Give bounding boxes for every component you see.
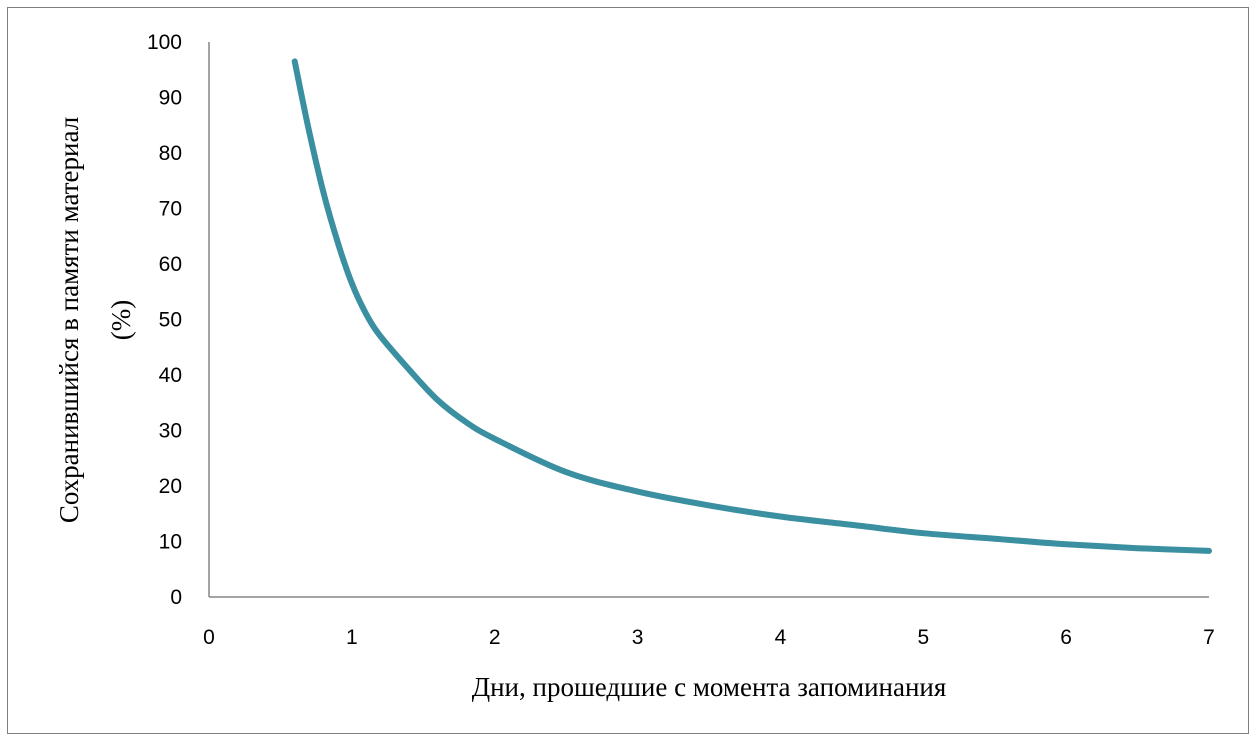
y-tick-label: 100: [147, 31, 182, 54]
x-tick-label: 7: [1203, 626, 1215, 649]
y-axis-title-line2: (%): [106, 300, 136, 340]
x-tick-label: 4: [775, 626, 787, 649]
y-tick-label: 40: [159, 364, 182, 387]
y-tick-label: 90: [159, 87, 182, 110]
x-axis-title: Дни, прошедшие с момента запоминания: [472, 672, 947, 702]
chart-frame: [7, 7, 1249, 734]
x-tick-label: 2: [489, 626, 501, 649]
axes: [208, 42, 1209, 598]
y-tick-label: 10: [159, 531, 182, 554]
x-tick-label: 3: [632, 626, 644, 649]
y-axis-title-group: Сохранившийся в памяти материал (%): [54, 117, 136, 523]
y-tick-label: 70: [159, 198, 182, 221]
y-tick-label: 60: [159, 253, 182, 276]
x-tick-label: 1: [346, 626, 358, 649]
x-tick-label: 6: [1060, 626, 1072, 649]
y-tick-label: 50: [159, 309, 182, 332]
y-axis-title-line1: Сохранившийся в памяти материал: [54, 117, 84, 523]
y-tick-labels: 0 10 20 30 40 50 60 70 80 90 100: [147, 31, 182, 609]
x-tick-label: 5: [917, 626, 929, 649]
x-tick-label: 0: [203, 626, 215, 649]
y-tick-label: 0: [170, 586, 182, 609]
series-line: [291, 58, 1212, 554]
series-layer: [291, 58, 1212, 554]
y-tick-label: 30: [159, 420, 182, 443]
x-tick-labels: 0 1 2 3 4 5 6 7: [203, 626, 1215, 649]
y-tick-label: 80: [159, 142, 182, 165]
y-tick-label: 20: [159, 475, 182, 498]
